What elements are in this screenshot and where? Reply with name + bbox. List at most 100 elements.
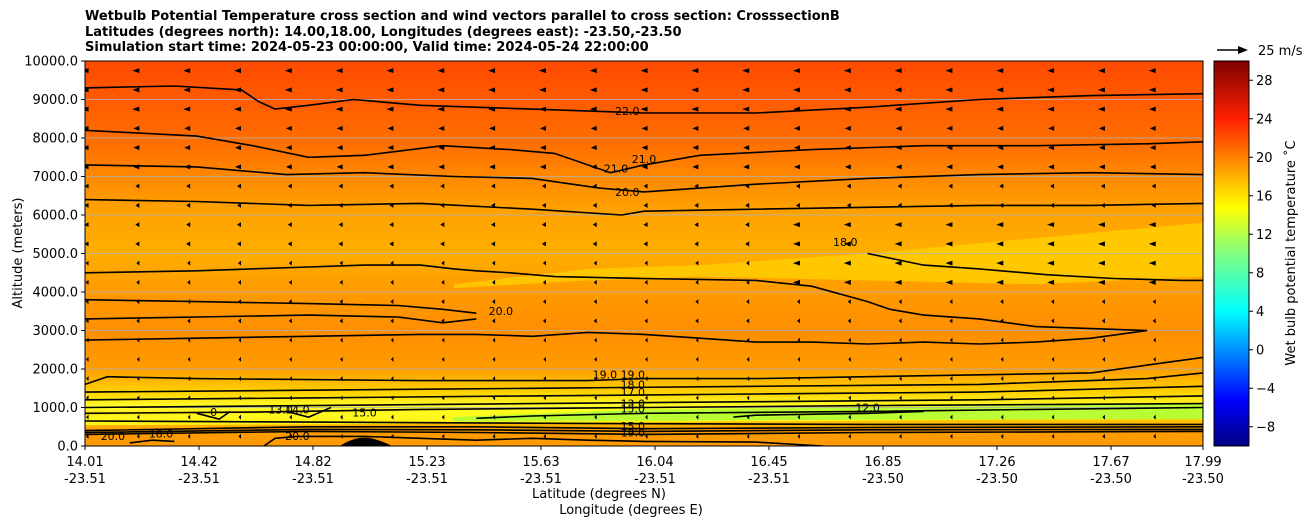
wind-vector: [843, 241, 851, 247]
wind-vector: [694, 202, 699, 208]
wind-vector: [238, 376, 241, 382]
wind-vector: [238, 356, 241, 362]
wind-vector: [340, 376, 343, 382]
wind-vector: [543, 356, 546, 362]
quiver-key-label: 25 m/s: [1258, 44, 1303, 59]
wind-vector: [187, 356, 191, 362]
wind-vector: [1000, 356, 1004, 362]
wind-vector: [183, 68, 191, 74]
wind-vector: [238, 337, 241, 343]
wind-vector: [543, 376, 546, 382]
wind-vector: [695, 318, 699, 324]
wind-vector: [594, 414, 597, 420]
contour-label-16: 20.0: [101, 430, 126, 443]
wind-vector: [136, 299, 140, 305]
wind-vector: [1047, 260, 1055, 266]
y-tick-label-10: 10000.0: [24, 55, 78, 70]
wind-vector: [792, 87, 800, 93]
wind-vector: [289, 376, 292, 382]
wind-vector: [1047, 241, 1055, 247]
wind-vector: [390, 414, 394, 420]
wind-vector: [742, 68, 750, 74]
wind-vector: [186, 202, 191, 208]
wind-vector: [336, 145, 343, 151]
wind-vector: [135, 222, 140, 228]
wind-vector: [844, 145, 851, 151]
title-line-1: Wetbulb Potential Temperature cross sect…: [85, 9, 840, 24]
wind-vector: [338, 241, 343, 247]
wind-vector: [644, 279, 648, 285]
wind-vector: [695, 356, 699, 362]
wind-vector: [1102, 356, 1105, 362]
x-tick-lat-10: 17.99: [1184, 455, 1221, 470]
wind-vector: [640, 87, 648, 93]
wind-vector: [1000, 318, 1004, 324]
wind-vector: [184, 145, 191, 151]
wind-vector: [746, 318, 750, 324]
wind-vector: [390, 376, 394, 382]
wind-vector: [542, 279, 546, 285]
wind-vector: [441, 395, 445, 401]
wind-vector: [894, 87, 902, 93]
wind-vector: [133, 125, 140, 131]
wind-vector: [1152, 299, 1156, 305]
colorbar-tick-label-1: −4: [1256, 382, 1275, 397]
wind-vector: [288, 318, 292, 324]
wind-vector: [441, 356, 445, 362]
wind-vector: [1097, 68, 1105, 74]
wind-vector: [1148, 260, 1156, 266]
wind-vector: [949, 318, 953, 324]
wind-vector: [488, 68, 496, 74]
wind-vector: [136, 356, 140, 362]
wind-vector: [948, 183, 953, 189]
wind-vector: [999, 202, 1004, 208]
x-tick-lon-0: -23.51: [64, 472, 106, 487]
wind-vector: [441, 376, 445, 382]
wind-vector: [233, 87, 241, 93]
wind-vector: [743, 145, 750, 151]
chart-title: Wetbulb Potential Temperature cross sect…: [85, 9, 840, 56]
x-tick-lon-1: -23.51: [178, 472, 220, 487]
wind-vector: [335, 68, 343, 74]
wind-vector: [1097, 279, 1105, 285]
title-line-2: Latitudes (degrees north): 14.00,18.00, …: [85, 24, 682, 40]
wind-vector: [289, 433, 292, 439]
x-tick-lon-5: -23.51: [634, 472, 676, 487]
wind-vector: [792, 68, 800, 74]
x-tick-lat-1: 14.42: [180, 455, 217, 470]
wind-vector: [390, 318, 394, 324]
wind-vector: [86, 356, 89, 362]
colorbar-tick-label-8: 24: [1256, 112, 1273, 127]
wind-vector: [848, 395, 851, 401]
wind-vector: [287, 183, 292, 189]
wind-vector: [945, 106, 953, 112]
x-tick-lat-7: 16.85: [864, 455, 901, 470]
wind-vector: [287, 241, 292, 247]
wind-vector: [284, 106, 292, 112]
x-tick-lat-2: 14.82: [294, 455, 331, 470]
x-tick-lon-10: -23.50: [1182, 472, 1224, 487]
wind-vector: [745, 222, 750, 228]
wind-vector: [691, 68, 699, 74]
wind-vector: [85, 241, 89, 247]
wind-vector: [792, 241, 800, 247]
wind-vector: [946, 125, 953, 131]
wind-vector: [1102, 433, 1105, 439]
wind-vector: [746, 376, 750, 382]
x-tick-lat-9: 17.67: [1092, 455, 1129, 470]
wind-vector: [592, 202, 597, 208]
wind-vector: [184, 164, 191, 170]
wind-vector: [589, 68, 597, 74]
wind-vector: [539, 164, 546, 170]
wind-vector: [1000, 299, 1004, 305]
wind-vector: [844, 164, 851, 170]
wind-vector: [695, 299, 699, 305]
wind-vector: [133, 164, 140, 170]
wind-vector: [135, 241, 140, 247]
wind-vector: [1152, 318, 1156, 324]
contour-label-2: 21.0: [632, 153, 657, 166]
wind-vector: [438, 145, 445, 151]
wind-vector: [542, 299, 546, 305]
contour-label-4: 18.0: [833, 236, 858, 249]
